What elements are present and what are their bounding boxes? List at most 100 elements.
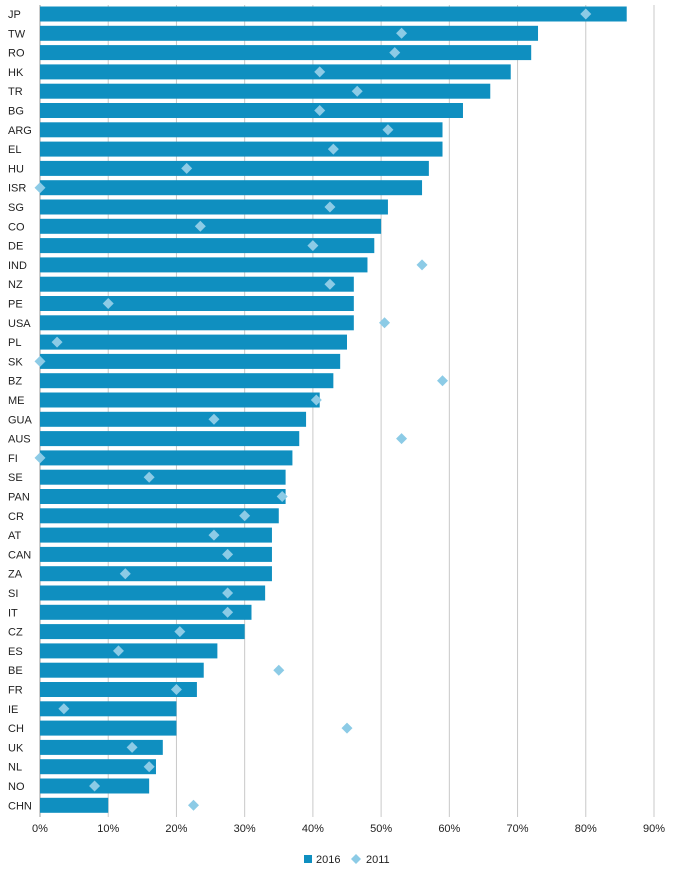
bar-2016-can [40, 546, 272, 562]
bar-2016-si [40, 585, 266, 601]
bar-2016-ind [40, 257, 368, 273]
category-label: BG [8, 106, 24, 118]
marker-2011-hk [314, 66, 326, 78]
category-label: TW [8, 28, 26, 40]
marker-2011-fi [34, 452, 46, 464]
marker-2011-se [143, 471, 155, 483]
marker-2011-gua [208, 413, 220, 425]
category-label: CAN [8, 549, 31, 561]
category-label: FI [8, 453, 18, 465]
marker-2011-no [89, 780, 101, 792]
marker-2011-jp [580, 8, 592, 20]
category-label: DE [8, 241, 23, 253]
category-label: CZ [8, 627, 23, 639]
category-label: AT [8, 530, 22, 542]
marker-2011-bz [437, 375, 449, 387]
legend-swatch-2011 [351, 854, 361, 864]
category-label: GUA [8, 414, 33, 426]
bar-2016-hk [40, 64, 511, 80]
category-label: PAN [8, 492, 30, 504]
marker-2011-za [119, 568, 131, 580]
x-axis-ticks: 0% 10% 20% 30% 40% 50% 60% 70% 80% 90% [32, 823, 665, 835]
marker-2011-es [112, 645, 124, 657]
bar-2016-co [40, 218, 382, 234]
marker-2011-ind [416, 259, 428, 271]
category-label: SI [8, 588, 18, 600]
category-label: CO [8, 221, 25, 233]
marker-2011-ch [341, 722, 353, 734]
category-label: JP [8, 9, 21, 21]
legend-label-2016: 2016 [316, 854, 340, 866]
category-label: ES [8, 646, 23, 658]
bar-2016-bg [40, 103, 463, 118]
marker-2011-pan [276, 491, 288, 502]
bar-2016-fi [40, 450, 293, 466]
x-tick-label: 70% [507, 823, 529, 835]
marker-2011-me [310, 394, 322, 406]
category-label: SE [8, 472, 23, 484]
bar-2016-me [40, 392, 320, 408]
bar-2016-arg [40, 122, 443, 138]
x-tick-label: 20% [165, 823, 187, 835]
marker-2011-ro [389, 47, 401, 59]
bar-2016-jp [40, 6, 627, 22]
bar-2016-cz [40, 624, 245, 640]
bar-2016-el [40, 141, 443, 157]
marker-2011-pl [51, 336, 63, 348]
bar-2016-aus [40, 431, 300, 447]
category-label: HK [8, 67, 24, 79]
category-label: NO [8, 781, 25, 793]
category-label: IT [8, 607, 18, 619]
bar-2016-es [40, 643, 218, 659]
category-label: UK [8, 742, 24, 754]
bar-2016-at [40, 527, 272, 543]
bar-2016-sg [40, 199, 388, 215]
x-tick-label: 60% [438, 823, 460, 835]
marker-2011-cr [239, 510, 251, 522]
bar-2016-tw [40, 25, 539, 41]
category-label: SG [8, 202, 24, 214]
category-label: USA [8, 318, 31, 330]
bar-2016-chn [40, 797, 109, 813]
bar-series-2016 [40, 6, 627, 813]
bar-2016-usa [40, 315, 354, 331]
marker-2011-fr [170, 684, 182, 695]
category-label: NL [8, 762, 22, 774]
x-tick-label: 80% [575, 823, 597, 835]
marker-2011-it [222, 606, 234, 618]
legend-swatch-2016 [304, 855, 312, 863]
category-label: ME [8, 395, 25, 407]
category-label: CH [8, 723, 24, 735]
marker-2011-bg [314, 105, 326, 116]
category-labels: JP TW RO HK TR BG ARG EL HU ISR SG CO DE IND NZ PE USA PL… [8, 9, 33, 812]
marker-2011-de [307, 240, 319, 252]
bar-2016-isr [40, 180, 423, 196]
x-tick-label: 0% [32, 823, 48, 835]
marker-2011-ie [58, 703, 70, 715]
marker-2011-tr [351, 85, 363, 97]
bar-2016-pe [40, 296, 354, 311]
marker-2011-isr [34, 182, 46, 194]
marker-2011-tw [396, 27, 408, 39]
x-tick-label: 30% [234, 823, 256, 835]
category-label: FR [8, 685, 23, 697]
bar-2016-tr [40, 83, 491, 99]
category-label: IE [8, 704, 18, 716]
category-label: PL [8, 337, 21, 349]
bar-2016-nl [40, 759, 156, 775]
category-label: BE [8, 665, 23, 677]
category-label: ISR [8, 183, 26, 195]
marker-2011-chn [188, 799, 199, 811]
category-label: TR [8, 86, 23, 98]
category-label: CHN [8, 800, 32, 812]
bar-2016-bz [40, 373, 334, 389]
bar-2016-se [40, 469, 286, 485]
x-tick-label: 10% [97, 823, 119, 835]
bar-2016-pan [40, 489, 286, 504]
category-label: ARG [8, 125, 32, 137]
bar-2016-it [40, 604, 252, 620]
bar-2016-ie [40, 701, 177, 717]
bar-2016-za [40, 566, 272, 582]
marker-2011-nz [324, 278, 336, 290]
